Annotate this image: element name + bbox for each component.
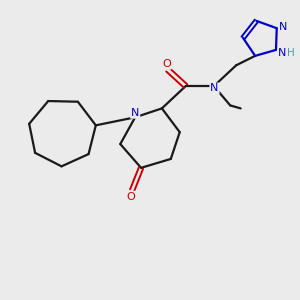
Text: N: N <box>279 22 287 32</box>
Text: O: O <box>126 192 135 202</box>
Text: N: N <box>131 108 139 118</box>
Text: O: O <box>162 59 171 69</box>
Text: N: N <box>278 49 287 58</box>
Text: H: H <box>287 48 295 58</box>
Text: N: N <box>210 83 219 94</box>
